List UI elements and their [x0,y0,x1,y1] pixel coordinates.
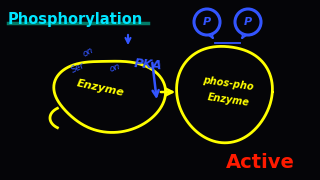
Text: Enzyme: Enzyme [206,92,250,108]
Text: PKA: PKA [133,57,163,73]
Text: Active: Active [226,152,294,172]
Text: on: on [81,45,95,59]
Text: on: on [108,62,122,74]
Text: phos-pho: phos-pho [202,75,254,93]
Text: Enzyme: Enzyme [75,78,125,98]
Text: Ser: Ser [70,61,86,75]
Text: Phosphorylation: Phosphorylation [8,12,143,27]
Text: P: P [203,17,211,27]
Text: P: P [244,17,252,27]
